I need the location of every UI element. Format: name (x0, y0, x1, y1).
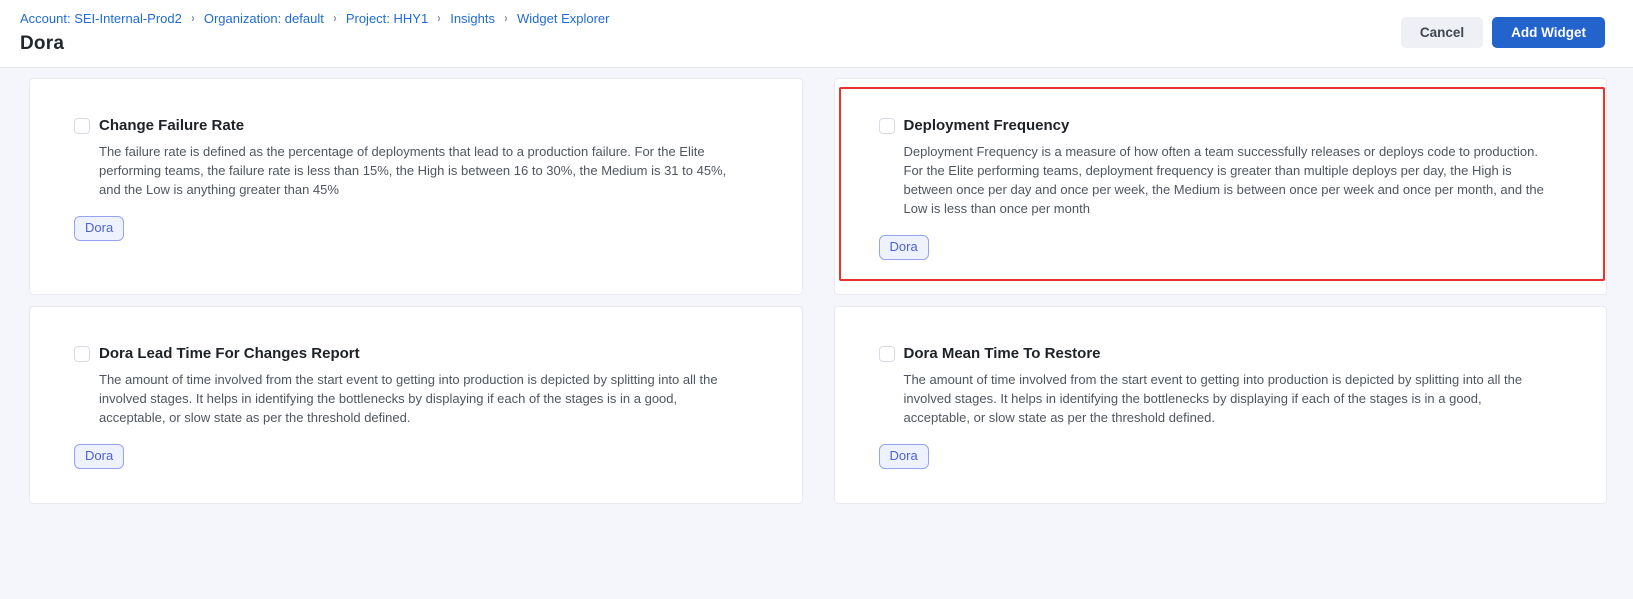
chevron-right-icon: › (504, 11, 508, 25)
widget-description: The failure rate is defined as the perce… (99, 144, 727, 197)
widget-title: Dora Lead Time For Changes Report (99, 345, 360, 362)
widget-explorer-content: Change Failure Rate The failure rate is … (0, 68, 1633, 504)
widget-title: Deployment Frequency (903, 117, 1070, 134)
dora-tag[interactable]: Dora (74, 444, 125, 469)
widget-checkbox[interactable] (74, 118, 90, 134)
dora-tag[interactable]: Dora (878, 444, 929, 469)
widget-description: Deployment Frequency is a measure of how… (903, 144, 1544, 216)
widget-checkbox[interactable] (878, 118, 895, 134)
widget-card-change-failure-rate[interactable]: Change Failure Rate The failure rate is … (29, 78, 803, 295)
card-header: Change Failure Rate (74, 115, 776, 137)
breadcrumb-link-account[interactable]: Account: SEI-Internal-Prod2 (20, 11, 182, 26)
page-title: Dora (20, 33, 65, 54)
add-widget-button[interactable]: Add Widget (1492, 17, 1605, 48)
card-header: Dora Lead Time For Changes Report (74, 343, 776, 365)
breadcrumb: Account: SEI-Internal-Prod2 › Organizati… (20, 11, 1605, 26)
widget-card-dora-mean-time-to-restore[interactable]: Dora Mean Time To Restore The amount of … (833, 306, 1607, 504)
widget-checkbox[interactable] (878, 346, 895, 362)
header-actions: Cancel Add Widget (1400, 17, 1605, 48)
cancel-button[interactable]: Cancel (1400, 17, 1484, 48)
dora-tag[interactable]: Dora (878, 235, 929, 260)
widget-checkbox[interactable] (74, 346, 90, 362)
widget-card-dora-lead-time[interactable]: Dora Lead Time For Changes Report The am… (29, 306, 803, 504)
widget-title: Change Failure Rate (99, 117, 245, 134)
page-header: Account: SEI-Internal-Prod2 › Organizati… (0, 0, 1633, 68)
widget-title: Dora Mean Time To Restore (903, 345, 1101, 362)
card-header: Deployment Frequency (878, 115, 1581, 137)
card-header: Dora Mean Time To Restore (878, 343, 1581, 365)
chevron-right-icon: › (333, 11, 337, 25)
breadcrumb-link-insights[interactable]: Insights (450, 11, 496, 26)
dora-tag[interactable]: Dora (74, 216, 125, 241)
breadcrumb-link-organization[interactable]: Organization: default (203, 11, 324, 26)
chevron-right-icon: › (437, 11, 441, 25)
breadcrumb-link-widget-explorer[interactable]: Widget Explorer (517, 11, 610, 26)
widget-description: The amount of time involved from the sta… (99, 372, 718, 425)
widget-card-grid: Change Failure Rate The failure rate is … (29, 78, 1607, 504)
widget-card-deployment-frequency[interactable]: Deployment Frequency Deployment Frequenc… (833, 78, 1607, 295)
widget-description: The amount of time involved from the sta… (903, 372, 1523, 425)
breadcrumb-link-project[interactable]: Project: HHY1 (345, 11, 429, 26)
chevron-right-icon: › (191, 11, 195, 25)
